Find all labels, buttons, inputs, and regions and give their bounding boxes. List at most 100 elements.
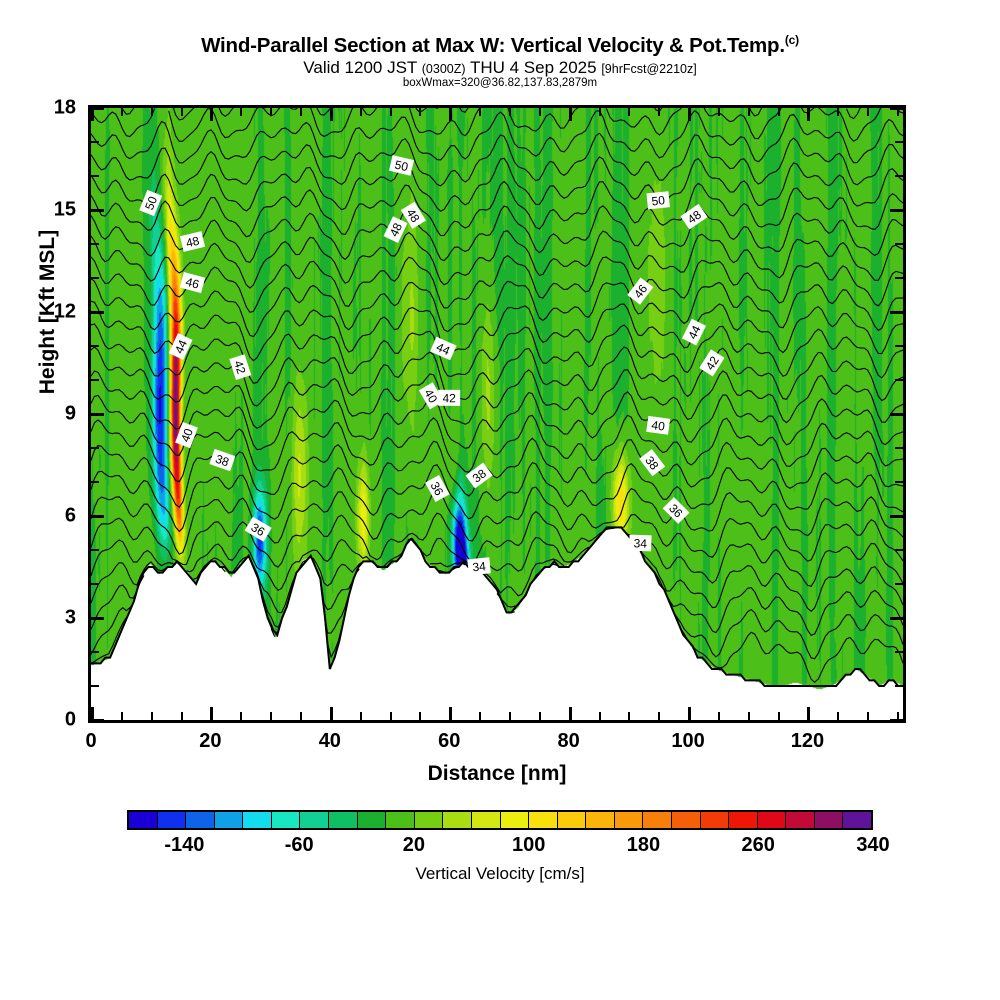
contour-label: 42 — [438, 389, 461, 406]
tick-mark — [91, 707, 94, 720]
contour-label-text: 50 — [651, 193, 666, 208]
tick-mark — [895, 277, 903, 279]
tick-mark — [91, 514, 104, 518]
contour-label-bg — [168, 333, 193, 360]
contour-label-bg — [244, 516, 272, 542]
colorbar-title: Vertical Velocity [cm/s] — [415, 864, 585, 883]
contour-label: 40 — [646, 415, 671, 435]
colorbar-segment — [500, 812, 530, 828]
colorbar-segment — [786, 812, 815, 828]
theta-contour — [91, 156, 903, 212]
contour-label-bg — [627, 277, 654, 305]
colorbar-segment — [300, 812, 330, 828]
theta-contour — [91, 110, 903, 164]
theta-contour — [91, 255, 903, 313]
tick-mark — [389, 108, 392, 116]
contour-label-bg — [438, 389, 461, 406]
tick-mark — [890, 208, 903, 212]
tick-mark — [91, 243, 99, 245]
tick-mark — [890, 514, 903, 518]
contour-label: 50 — [139, 189, 163, 217]
contour-label-bg — [465, 462, 493, 489]
tick-mark — [508, 108, 511, 116]
valid-time: Valid 1200 JST — [303, 58, 418, 78]
theta-contour — [91, 543, 903, 614]
contour-label-bg — [646, 191, 670, 210]
tick-mark — [807, 108, 811, 121]
contour-label-bg — [383, 216, 408, 243]
tick-mark — [389, 712, 392, 720]
theta-contour — [91, 180, 903, 238]
tick-mark — [837, 712, 840, 720]
tick-mark — [890, 616, 903, 620]
colorbar-segment — [729, 812, 758, 828]
y-tick-label: 15 — [53, 198, 76, 221]
tick-mark — [747, 712, 750, 720]
tick-mark — [538, 108, 541, 116]
colorbar-segment — [586, 812, 615, 828]
contour-label-text: 50 — [393, 158, 410, 175]
colorbar-tick-label: 340 — [856, 834, 890, 856]
tick-mark — [837, 108, 840, 116]
tick-mark — [91, 685, 99, 687]
colorbar-segment — [757, 812, 787, 828]
contour-label-bg — [179, 272, 206, 294]
theta-contour — [91, 205, 903, 264]
tick-mark — [329, 707, 333, 720]
tick-mark — [359, 108, 362, 116]
tick-mark — [568, 108, 572, 121]
tick-mark — [91, 447, 99, 449]
colorbar-segment — [614, 812, 644, 828]
contour-label-bg — [680, 203, 708, 230]
tick-mark — [895, 549, 903, 551]
cross-section-plot: 50 48 46 44 42 40 38 36 50 48 48 44 42 40 38 36 34 50 48 46… — [88, 105, 906, 723]
contour-label-bg — [425, 475, 450, 502]
theta-contour — [91, 437, 903, 508]
tick-mark — [890, 108, 903, 110]
contour-label-text: 46 — [184, 275, 201, 292]
tick-mark — [895, 379, 903, 381]
tick-mark — [895, 481, 903, 483]
theta-contour — [91, 323, 903, 384]
colorbar — [127, 810, 873, 830]
tick-mark — [91, 108, 94, 121]
tick-mark — [449, 707, 453, 720]
contour-label-bg — [139, 189, 163, 217]
page-title: Wind-Parallel Section at Max W: Vertical… — [0, 34, 1000, 56]
tick-mark — [895, 243, 903, 245]
colorbar-segment — [357, 812, 387, 828]
x-tick-label: 120 — [790, 730, 825, 752]
colorbar-segment — [643, 812, 672, 828]
contour-label-bg — [388, 155, 415, 176]
contour-label-bg — [175, 421, 198, 449]
tick-mark — [240, 712, 243, 720]
contour-label-text: 36 — [428, 480, 447, 499]
x-tick-labels: 0 20 40 60 80 100 120 — [0, 730, 1000, 760]
contour-label: 44 — [168, 333, 193, 360]
colorbar-tick-label: 180 — [626, 834, 661, 856]
tick-mark — [658, 108, 661, 116]
y-tick-label: 18 — [53, 96, 76, 119]
colorbar-segment — [671, 812, 701, 828]
theta-contour — [91, 617, 903, 684]
tick-mark — [91, 718, 104, 720]
theta-contour — [122, 108, 861, 121]
plot-field: 50 48 46 44 42 40 38 36 50 48 48 44 42 40 38 36 34 50 48 46… — [91, 108, 903, 720]
x-tick-label: 80 — [557, 730, 580, 752]
tick-mark — [120, 108, 123, 116]
subtitle: Valid 1200 JST (0300Z) THU 4 Sep 2025 [9… — [0, 59, 1000, 76]
contour-label-bg — [467, 557, 491, 576]
tick-mark — [91, 345, 99, 347]
y-tick-label: 3 — [64, 606, 76, 629]
theta-contour — [91, 391, 903, 456]
contour-label: 36 — [244, 516, 272, 542]
y-tick-label: 6 — [64, 504, 76, 527]
contour-label-text: 42 — [231, 359, 248, 376]
contour-label-bg — [662, 497, 690, 524]
tick-mark — [91, 549, 99, 551]
tick-mark — [210, 108, 214, 121]
tick-mark — [777, 712, 780, 720]
contour-label-bg — [430, 336, 457, 361]
colorbar-segment — [157, 812, 187, 828]
contour-label-text: 34 — [472, 559, 487, 574]
